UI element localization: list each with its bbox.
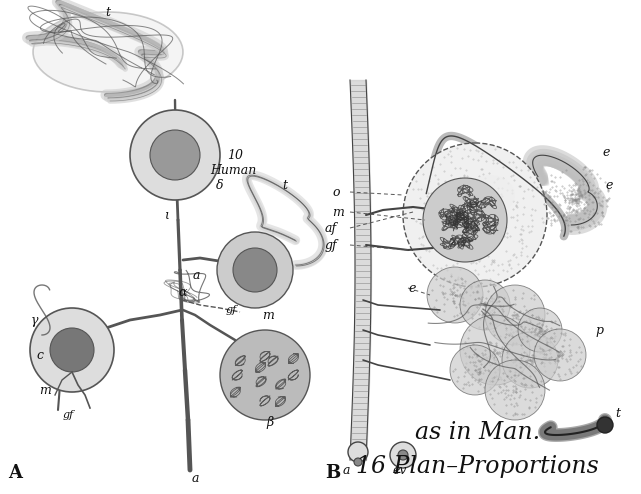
Text: Human: Human [210, 164, 256, 176]
Text: γ: γ [31, 314, 38, 327]
Text: a: a [191, 471, 199, 485]
Circle shape [534, 329, 586, 381]
Text: m: m [332, 206, 344, 218]
Circle shape [150, 130, 200, 180]
Text: ι: ι [163, 208, 169, 221]
Circle shape [518, 308, 562, 352]
Circle shape [460, 280, 510, 330]
Circle shape [427, 267, 483, 323]
Text: e: e [602, 146, 610, 159]
Circle shape [423, 178, 507, 262]
Text: m: m [262, 308, 274, 322]
Circle shape [220, 330, 310, 420]
Text: c: c [37, 348, 44, 362]
Text: t: t [283, 178, 288, 192]
Circle shape [217, 232, 293, 308]
Ellipse shape [33, 12, 183, 92]
Circle shape [354, 458, 362, 466]
Circle shape [403, 143, 547, 287]
Circle shape [450, 345, 500, 395]
Circle shape [460, 315, 530, 385]
Text: a: a [192, 269, 200, 282]
Text: gf: gf [63, 410, 74, 420]
Text: B: B [325, 464, 340, 482]
Text: 16 Plan–Proportions: 16 Plan–Proportions [356, 455, 599, 478]
Text: as in Man.: as in Man. [415, 421, 540, 444]
Text: t: t [106, 5, 110, 18]
Text: e: e [408, 282, 415, 294]
Text: δ: δ [216, 178, 224, 192]
Text: α: α [179, 286, 187, 298]
Text: 10: 10 [227, 149, 243, 162]
Circle shape [485, 285, 545, 345]
Circle shape [233, 248, 277, 292]
Circle shape [390, 442, 416, 468]
Text: p: p [595, 324, 603, 336]
Ellipse shape [465, 175, 515, 215]
Circle shape [502, 332, 558, 388]
Text: e: e [605, 178, 612, 192]
Text: m: m [39, 383, 51, 397]
Circle shape [30, 308, 114, 392]
Circle shape [398, 450, 408, 460]
Text: ev: ev [393, 463, 407, 477]
Circle shape [348, 442, 368, 462]
Text: a: a [342, 463, 350, 477]
Text: β: β [267, 415, 274, 428]
Text: o: o [332, 186, 340, 199]
Text: gf: gf [226, 305, 237, 315]
Text: t: t [615, 407, 620, 419]
Circle shape [50, 328, 94, 372]
Text: gf: gf [325, 239, 338, 251]
Circle shape [130, 110, 220, 200]
Text: af: af [325, 221, 337, 235]
Text: A: A [8, 464, 22, 482]
Circle shape [597, 417, 613, 433]
Circle shape [485, 360, 545, 420]
